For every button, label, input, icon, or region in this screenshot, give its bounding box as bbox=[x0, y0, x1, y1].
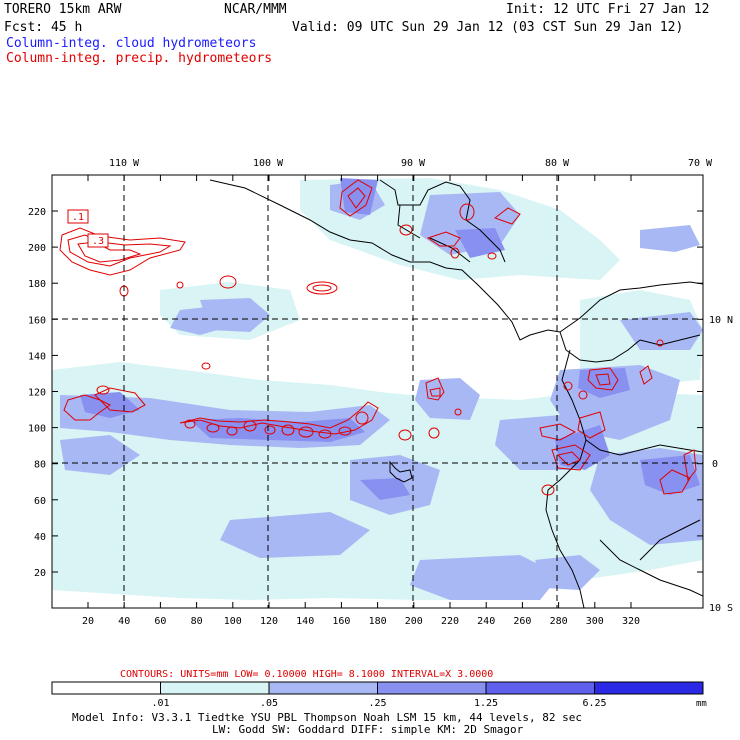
y-tick-label: 60 bbox=[34, 496, 46, 507]
y-tick-label: 100 bbox=[28, 424, 46, 435]
x-axis-ticks: 20 40 60 80 100 120 140 160 180 200 220 240 260 280 30… bbox=[82, 175, 640, 627]
colorbar-label: 6.25 bbox=[582, 698, 606, 709]
lat-label-2: 10 S bbox=[709, 603, 733, 614]
y-tick-label: 20 bbox=[34, 568, 46, 579]
colorbar-label: 1.25 bbox=[474, 698, 498, 709]
colorbar-label: .05 bbox=[260, 698, 278, 709]
x-tick-label: 220 bbox=[441, 616, 459, 627]
x-tick-label: 80 bbox=[191, 616, 203, 627]
x-tick-label: 300 bbox=[586, 616, 604, 627]
x-tick-label: 240 bbox=[477, 616, 495, 627]
colorbar-label: .25 bbox=[368, 698, 386, 709]
colorbar-segment bbox=[268, 681, 378, 695]
colorbar-units: mm bbox=[696, 699, 707, 709]
center-label: NCAR/MMM bbox=[224, 2, 287, 17]
lon-label-1: 100 W bbox=[253, 158, 284, 169]
colorbar-segment bbox=[594, 681, 704, 695]
colorbar-segment bbox=[51, 681, 161, 695]
lat-labels: 10 N 0 10 S bbox=[709, 315, 733, 614]
lon-label-2: 90 W bbox=[401, 158, 426, 169]
lon-label-0: 110 W bbox=[109, 158, 140, 169]
x-tick-label: 320 bbox=[622, 616, 640, 627]
latlon-grid bbox=[52, 175, 703, 608]
y-tick-label: 40 bbox=[34, 532, 46, 543]
x-tick-label: 180 bbox=[369, 616, 387, 627]
contour-label-0: .1 bbox=[67, 209, 89, 224]
x-tick-label: 280 bbox=[550, 616, 568, 627]
field-precip-label: Column-integ. precip. hydrometeors bbox=[6, 51, 273, 66]
colorbar: .01 .05 .25 1.25 6.25 bbox=[51, 681, 704, 709]
x-tick-label: 20 bbox=[82, 616, 94, 627]
forecast-hour: Fcst: 45 h bbox=[4, 20, 83, 35]
y-tick-label: 160 bbox=[28, 315, 46, 326]
init-time: Init: 12 UTC Fri 27 Jan 12 bbox=[506, 2, 710, 17]
x-tick-label: 120 bbox=[260, 616, 278, 627]
colorbar-segment bbox=[377, 681, 487, 695]
model-info-line1: Model Info: V3.3.1 Tiedtke YSU PBL Thomp… bbox=[72, 711, 582, 724]
lon-label-3: 80 W bbox=[545, 158, 570, 169]
contour-label-text-1: .3 bbox=[92, 236, 104, 247]
lon-labels: 110 W 100 W 90 W 80 W 70 W bbox=[109, 158, 713, 169]
colorbar-label: .01 bbox=[151, 698, 169, 709]
valid-time: Valid: 09 UTC Sun 29 Jan 12 (03 CST Sun … bbox=[292, 20, 684, 35]
lat-label-1: 0 bbox=[712, 459, 718, 470]
y-tick-label: 120 bbox=[28, 388, 46, 399]
contour-label-text-0: .1 bbox=[72, 212, 84, 223]
colorbar-segment bbox=[485, 681, 595, 695]
x-tick-label: 140 bbox=[296, 616, 314, 627]
field-cloud-label: Column-integ. cloud hydrometeors bbox=[6, 36, 257, 51]
x-tick-label: 160 bbox=[332, 616, 350, 627]
y-tick-label: 200 bbox=[28, 243, 46, 254]
contours-info: CONTOURS: UNITS=mm LOW= 0.10000 HIGH= 8.… bbox=[120, 669, 493, 680]
model-info-line2: LW: Godd SW: Goddard DIFF: simple KM: 2D… bbox=[212, 723, 524, 736]
model-title: TORERO 15km ARW bbox=[4, 2, 122, 17]
contour-label-1: .3 bbox=[87, 233, 109, 248]
y-axis-ticks: 20 40 60 80 100 120 140 160 180 200 220 bbox=[28, 207, 703, 579]
y-tick-label: 180 bbox=[28, 279, 46, 290]
precip-contours bbox=[59, 179, 697, 496]
y-tick-label: 80 bbox=[34, 460, 46, 471]
cloud-shading-dark bbox=[80, 178, 700, 500]
x-tick-label: 260 bbox=[513, 616, 531, 627]
colorbar-segment bbox=[160, 681, 270, 695]
lat-label-0: 10 N bbox=[709, 315, 733, 326]
lon-label-4: 70 W bbox=[688, 158, 713, 169]
x-tick-label: 40 bbox=[118, 616, 130, 627]
x-tick-label: 100 bbox=[224, 616, 242, 627]
x-tick-label: 60 bbox=[154, 616, 166, 627]
y-tick-label: 220 bbox=[28, 207, 46, 218]
y-tick-label: 140 bbox=[28, 351, 46, 362]
x-tick-label: 200 bbox=[405, 616, 423, 627]
coastlines bbox=[209, 179, 703, 608]
